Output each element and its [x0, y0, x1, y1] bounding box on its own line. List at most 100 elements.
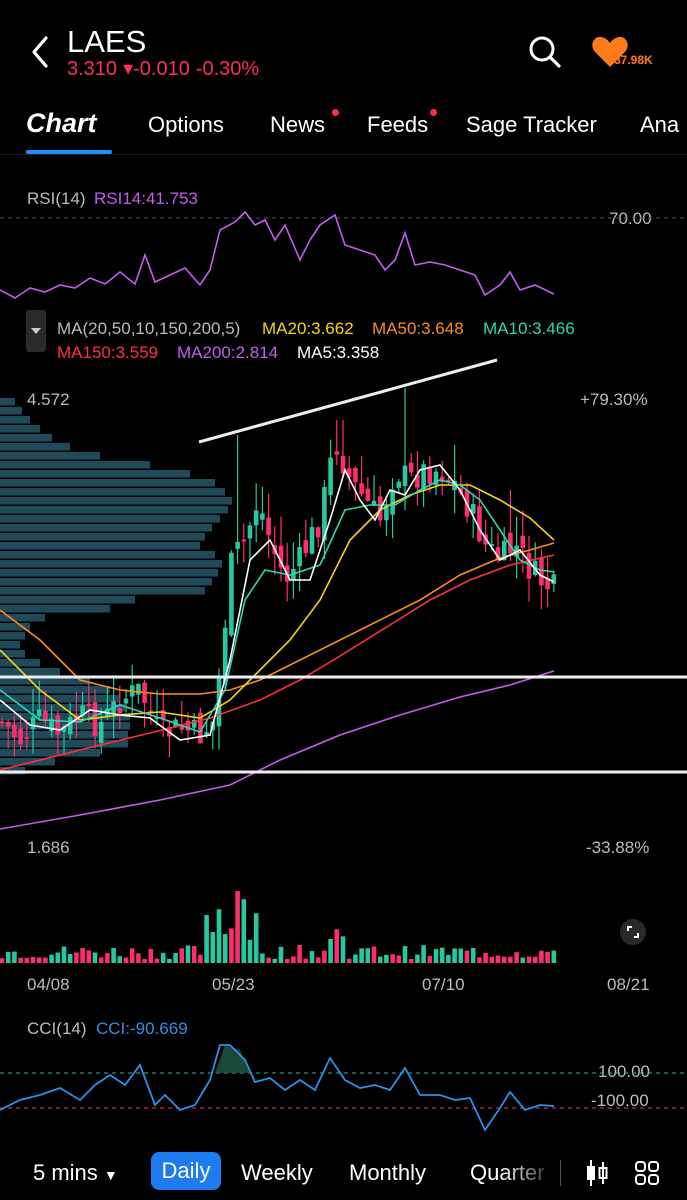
chevron-down-icon: [31, 328, 41, 334]
ma10-label: MA10:3.466: [483, 319, 575, 338]
period-monthly[interactable]: Monthly: [349, 1160, 427, 1185]
cci-overbought-fill: [215, 1045, 250, 1073]
ma10-line: [0, 479, 555, 733]
candle-body: [253, 510, 259, 526]
price-quote: 3.310 ▾-0.010 -0.30%: [67, 56, 265, 81]
rsi-level-label: 70.00: [609, 209, 652, 228]
volume-profile-bar: [0, 668, 60, 676]
tab-analysis[interactable]: Ana: [640, 112, 680, 137]
candlestick-icon[interactable]: [583, 1158, 611, 1188]
price-high-label: 4.572: [27, 390, 70, 409]
volume-profile-bar: [0, 425, 40, 433]
volume-bar: [30, 956, 36, 963]
volume-bar: [142, 958, 147, 963]
candle-body: [421, 464, 426, 490]
volume-profile-bar: [0, 686, 110, 694]
volume-bar: [80, 948, 85, 963]
candle-body: [545, 578, 550, 590]
interval-selector[interactable]: 5 mins ▼: [33, 1160, 118, 1186]
ma-collapse-toggle[interactable]: [26, 310, 46, 352]
volume-bar: [98, 957, 104, 963]
rsi-value: RSI14:41.753: [94, 189, 198, 208]
candle-body: [315, 527, 321, 538]
expand-icon[interactable]: [619, 918, 647, 946]
tab-feeds[interactable]: Feeds: [367, 112, 429, 137]
tab-chart[interactable]: Chart: [26, 108, 97, 138]
volume-profile-bar: [0, 542, 200, 550]
volume-bar: [86, 950, 92, 963]
volume-profile-bar: [0, 569, 218, 577]
back-arrow-icon[interactable]: [26, 32, 56, 72]
candle-body: [191, 719, 197, 728]
candle-body: [241, 539, 247, 542]
volume-bar: [402, 946, 408, 963]
candle-body: [179, 726, 185, 730]
x-axis-label: 04/08: [27, 975, 70, 994]
candle-body: [30, 717, 36, 730]
volume-bar: [297, 945, 302, 963]
candle-body: [433, 471, 439, 486]
grid-icon[interactable]: [634, 1160, 660, 1186]
volume-profile-bar: [0, 452, 100, 460]
candle-body: [508, 532, 513, 554]
price-change-pct: -0.30%: [195, 58, 260, 80]
volume-bar: [18, 957, 23, 963]
volume-profile-bar: [0, 650, 25, 658]
stock-chart[interactable]: [0, 0, 687, 1140]
volume-bar: [520, 957, 526, 963]
volume-profile-bar: [0, 479, 215, 487]
volume-bar: [508, 956, 513, 963]
volume-profile-bar: [0, 551, 215, 559]
candle-body: [489, 544, 495, 547]
volume-profile-bar: [0, 470, 190, 478]
volume-bar: [278, 946, 284, 963]
volume-bar: [154, 958, 160, 963]
volume-bar: [458, 948, 464, 963]
volume-bar: [74, 952, 79, 963]
volume-bar: [371, 946, 377, 963]
volume-bar: [340, 936, 346, 963]
volume-bar: [173, 952, 178, 963]
volume-bar: [315, 957, 321, 963]
volume-bar: [67, 953, 73, 963]
volume-profile-bar: [0, 605, 110, 613]
volume-bar: [111, 948, 116, 963]
ma150-line: [0, 554, 555, 771]
volume-profile-bar: [0, 758, 55, 766]
candle-body: [55, 715, 61, 735]
volume-bar: [160, 952, 166, 963]
volume-profile-bar: [0, 506, 228, 514]
volume-bar: [136, 953, 141, 963]
volume-bar: [427, 956, 433, 963]
volume-bar: [446, 954, 451, 963]
volume-profile-bar: [0, 443, 70, 451]
heart-icon[interactable]: [590, 35, 630, 69]
search-icon[interactable]: [527, 34, 563, 70]
candle-body: [36, 709, 42, 717]
volume-bar: [266, 957, 271, 963]
volume-profile-bar: [0, 578, 212, 586]
rsi-title: RSI(14): [27, 189, 86, 208]
volume-profile-bar: [0, 524, 212, 532]
candle-body: [297, 547, 302, 567]
volume-bar: [191, 945, 197, 963]
candle-body: [359, 483, 364, 495]
tab-options[interactable]: Options: [148, 112, 224, 137]
candle-body: [303, 540, 309, 554]
candle-body: [204, 732, 209, 736]
candle-body: [470, 503, 476, 514]
candle-body: [334, 451, 340, 455]
candle-body: [408, 462, 414, 473]
tab-sage-tracker[interactable]: Sage Tracker: [466, 112, 597, 137]
tab-news[interactable]: News: [270, 112, 326, 137]
volume-bar: [452, 948, 457, 963]
candle-body: [18, 728, 23, 745]
volume-bar: [284, 958, 290, 963]
volume-bar: [322, 950, 327, 963]
period-daily[interactable]: Daily: [151, 1152, 221, 1190]
candle-body: [353, 467, 358, 483]
volume-profile-bar: [0, 434, 52, 442]
period-weekly[interactable]: Weekly: [241, 1160, 313, 1185]
ma200-line: [0, 670, 555, 830]
volume-profile-bar: [0, 749, 100, 757]
